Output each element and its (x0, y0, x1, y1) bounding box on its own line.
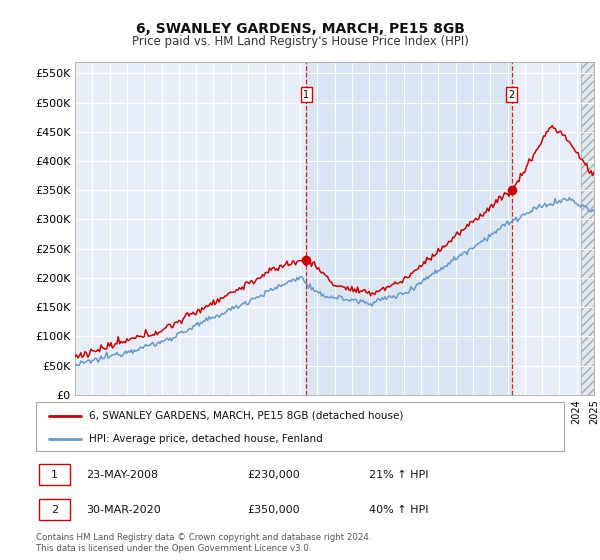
Text: HPI: Average price, detached house, Fenland: HPI: Average price, detached house, Fenl… (89, 433, 323, 444)
Text: 2: 2 (509, 90, 515, 100)
Bar (307, 62, 512, 395)
Text: Contains HM Land Registry data © Crown copyright and database right 2024.
This d: Contains HM Land Registry data © Crown c… (36, 533, 371, 553)
Bar (581, 62, 594, 395)
FancyBboxPatch shape (36, 402, 564, 451)
Text: 6, SWANLEY GARDENS, MARCH, PE15 8GB (detached house): 6, SWANLEY GARDENS, MARCH, PE15 8GB (det… (89, 410, 403, 421)
Text: 40% ↑ HPI: 40% ↑ HPI (368, 505, 428, 515)
Text: 6, SWANLEY GARDENS, MARCH, PE15 8GB: 6, SWANLEY GARDENS, MARCH, PE15 8GB (136, 22, 464, 36)
Text: 2: 2 (51, 505, 58, 515)
Text: 1: 1 (51, 470, 58, 479)
FancyBboxPatch shape (38, 464, 70, 485)
Text: 1: 1 (304, 90, 310, 100)
Text: 21% ↑ HPI: 21% ↑ HPI (368, 470, 428, 479)
FancyBboxPatch shape (38, 499, 70, 520)
Text: £350,000: £350,000 (247, 505, 300, 515)
Text: 30-MAR-2020: 30-MAR-2020 (86, 505, 161, 515)
Text: £230,000: £230,000 (247, 470, 300, 479)
Text: Price paid vs. HM Land Registry's House Price Index (HPI): Price paid vs. HM Land Registry's House … (131, 35, 469, 48)
Text: 23-MAY-2008: 23-MAY-2008 (86, 470, 158, 479)
